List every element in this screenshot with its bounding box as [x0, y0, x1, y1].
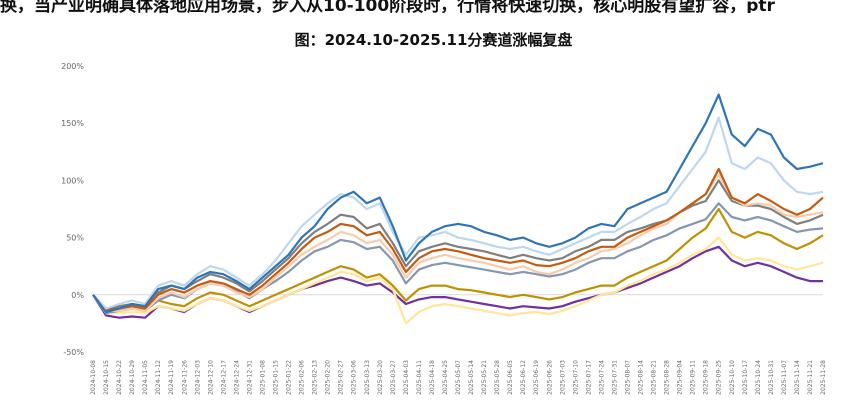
x-tick-label: 2025-05-07: [455, 360, 462, 395]
x-tick-label: 2025-03-13: [364, 360, 371, 395]
x-tick-label: 2025-11-07: [781, 360, 788, 395]
x-tick-label: 2024-10-08: [90, 360, 97, 395]
x-tick-label: 2025-03-06: [351, 360, 358, 395]
x-tick-label: 2025-08-28: [664, 360, 671, 395]
x-tick-label: 2025-11-28: [820, 360, 827, 395]
x-tick-label: 2024-10-22: [116, 360, 123, 395]
x-tick-label: 2025-04-18: [429, 360, 436, 395]
series-line: [92, 116, 824, 310]
x-tick-label: 2025-07-17: [585, 360, 592, 395]
x-tick-label: 2025-03-27: [390, 360, 397, 395]
x-tick-label: 2025-02-06: [299, 360, 306, 395]
x-tick-label: 2024-10-29: [129, 360, 136, 395]
x-tick-label: 2024-11-05: [142, 360, 149, 395]
x-tick-label: 2025-06-12: [520, 360, 527, 395]
x-tick-label: 2025-09-18: [703, 360, 710, 395]
x-tick-label: 2025-05-21: [481, 360, 488, 395]
chart-title: 图：2024.10-2025.11分赛道涨幅复盘: [294, 31, 573, 49]
x-tick-label: 2025-02-13: [312, 360, 319, 395]
x-tick-label: 2025-06-19: [533, 360, 540, 395]
x-tick-label: 2024-12-31: [246, 360, 253, 395]
y-tick-label: 0%: [71, 291, 84, 300]
x-tick-label: 2025-08-07: [624, 360, 631, 395]
x-tick-label: 2025-02-27: [338, 360, 345, 395]
y-tick-label: 100%: [61, 176, 84, 185]
x-tick-label: 2024-11-12: [155, 360, 162, 395]
x-tick-label: 2025-07-03: [559, 360, 566, 395]
series-line: [92, 93, 824, 314]
y-axis: -50% 0% 50% 100% 150% 200%: [61, 62, 84, 357]
y-tick-label: 150%: [61, 119, 84, 128]
series-line: [92, 236, 824, 325]
y-tick-label: 50%: [66, 234, 84, 243]
x-tick-label: 2025-04-03: [403, 360, 410, 395]
x-tick-label: 2025-09-25: [716, 360, 723, 395]
x-tick-label: 2025-03-20: [377, 360, 384, 395]
x-tick-label: 2025-10-17: [742, 360, 749, 395]
x-tick-label: 2025-06-26: [546, 360, 553, 395]
y-tick-label: 200%: [61, 62, 84, 71]
x-tick-label: 2025-08-21: [651, 360, 658, 395]
x-tick-label: 2024-12-17: [220, 360, 227, 395]
y-tick-label: -50%: [63, 348, 84, 357]
x-tick-label: 2025-07-24: [598, 360, 605, 395]
x-tick-label: 2025-04-11: [416, 360, 423, 395]
intro-text: 换，当产业明确具体落地应用场景，步入从10-100阶段时，行情将快速切换，核心明…: [0, 0, 775, 13]
x-tick-label: 2025-10-10: [729, 360, 736, 395]
legend: [200, 402, 720, 410]
x-axis: 2024-10-08 2024-10-15 2024-10-22 2024-10-29…: [90, 360, 827, 395]
x-tick-label: 2024-12-24: [233, 360, 240, 395]
x-tick-label: 2025-02-20: [325, 360, 332, 395]
x-tick-label: 2025-05-28: [494, 360, 501, 395]
x-tick-label: 2025-01-08: [259, 360, 266, 395]
x-tick-label: 2025-08-14: [638, 360, 645, 395]
x-tick-label: 2024-11-19: [168, 360, 175, 395]
x-tick-label: 2024-10-15: [103, 360, 110, 395]
x-tick-label: 2025-10-24: [755, 360, 762, 395]
x-tick-label: 2025-09-04: [677, 360, 684, 395]
x-tick-label: 2025-09-11: [690, 360, 697, 395]
x-tick-label: 2025-01-15: [273, 360, 280, 395]
series-layer: [92, 93, 824, 325]
x-tick-label: 2025-11-14: [794, 360, 801, 395]
x-tick-label: 2025-01-22: [286, 360, 293, 395]
series-line: [92, 179, 824, 310]
x-tick-label: 2025-11-21: [807, 360, 814, 395]
x-tick-label: 2024-12-10: [207, 360, 214, 395]
series-line: [92, 207, 824, 314]
x-tick-label: 2025-05-14: [468, 360, 475, 395]
series-line: [92, 167, 824, 311]
x-tick-label: 2025-07-10: [572, 360, 579, 395]
x-tick-label: 2024-11-26: [181, 360, 188, 395]
x-tick-label: 2024-12-03: [194, 360, 201, 395]
x-tick-label: 2025-04-25: [442, 360, 449, 395]
x-tick-label: 2025-07-31: [611, 360, 618, 395]
x-tick-label: 2025-10-31: [768, 360, 775, 395]
x-tick-label: 2025-06-05: [507, 360, 514, 395]
